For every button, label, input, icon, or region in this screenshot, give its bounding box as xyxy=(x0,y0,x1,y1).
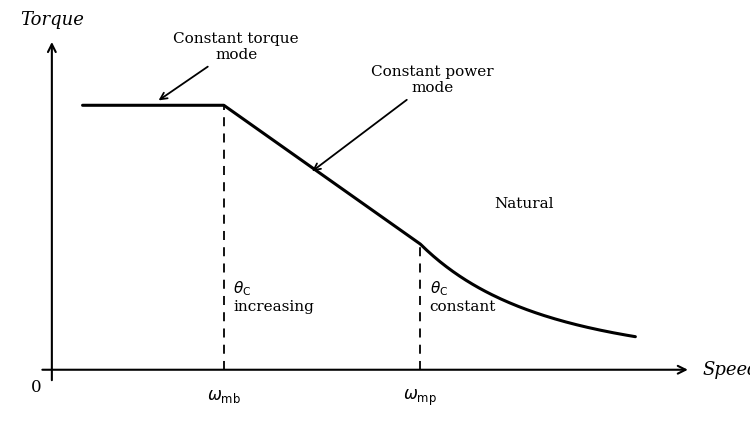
Text: Constant power
mode: Constant power mode xyxy=(314,65,494,170)
Text: Natural: Natural xyxy=(494,198,554,212)
Text: $\theta_\mathrm{C}$
increasing: $\theta_\mathrm{C}$ increasing xyxy=(233,279,314,315)
Text: $\omega_\mathrm{mb}$: $\omega_\mathrm{mb}$ xyxy=(207,388,241,405)
Text: Torque: Torque xyxy=(20,11,84,29)
Text: $\omega_\mathrm{mp}$: $\omega_\mathrm{mp}$ xyxy=(404,388,437,408)
Text: 0: 0 xyxy=(32,379,42,396)
Text: Constant torque
mode: Constant torque mode xyxy=(160,32,299,99)
Text: $\theta_\mathrm{C}$
constant: $\theta_\mathrm{C}$ constant xyxy=(430,279,496,315)
Text: Speed: Speed xyxy=(703,361,750,379)
